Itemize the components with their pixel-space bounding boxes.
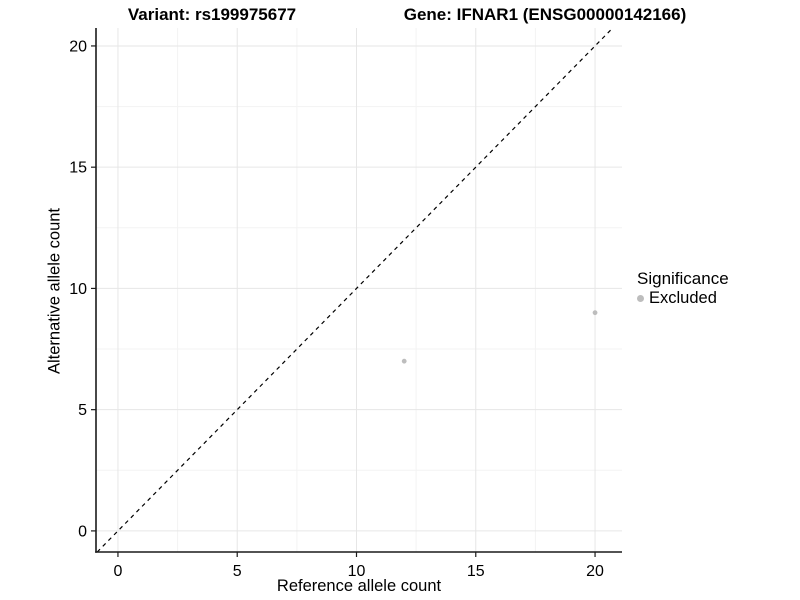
x-tick-label: 15: [467, 563, 485, 580]
x-tick-label: 5: [233, 563, 242, 580]
legend-point-icon: [637, 295, 644, 302]
x-tick-label: 10: [348, 563, 366, 580]
legend-item-excluded: Excluded: [637, 289, 729, 308]
y-tick-label: 10: [69, 281, 87, 298]
legend-title: Significance: [637, 269, 729, 288]
data-point: [592, 310, 598, 316]
gene-title: Gene: IFNAR1 (ENSG00000142166): [403, 5, 687, 24]
y-tick-label: 0: [78, 523, 87, 540]
data-point: [401, 358, 407, 364]
x-tick-label: 20: [586, 563, 604, 580]
y-tick-label: 15: [69, 160, 87, 177]
y-tick-label: 5: [78, 402, 87, 419]
legend-item-label: Excluded: [649, 289, 717, 307]
y-axis-title: Alternative allele count: [45, 207, 64, 375]
x-tick-label: 0: [113, 563, 122, 580]
variant-title: Variant: rs199975677: [127, 5, 297, 24]
identity-dashed-line: [96, 27, 614, 553]
legend: Significance Excluded: [637, 268, 729, 308]
y-tick-label: 20: [69, 38, 87, 55]
x-axis-title: Reference allele count: [276, 577, 442, 595]
